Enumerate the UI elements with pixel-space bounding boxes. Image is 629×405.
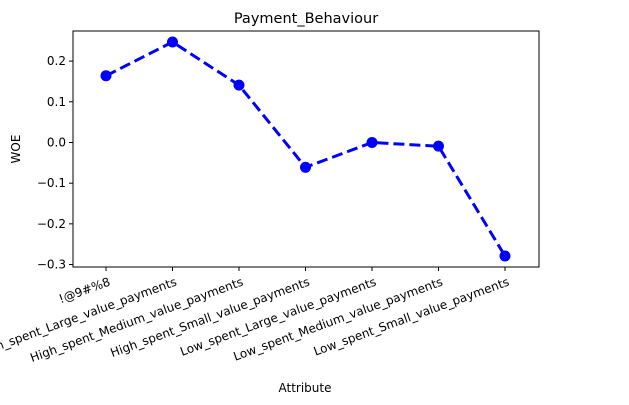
data-point [100, 70, 112, 82]
data-point [167, 36, 178, 48]
data-point [233, 79, 245, 91]
chart-title: Payment_Behaviour [234, 11, 378, 27]
plot-frame [72, 30, 540, 268]
data-point [366, 136, 378, 148]
data-point [300, 161, 311, 173]
y-axis-label: WOE [9, 135, 23, 164]
y-tick-label: −0.1 [37, 176, 66, 190]
y-tick-label: 0.0 [47, 135, 66, 149]
y-tick-label: 0.2 [47, 54, 66, 68]
y-tick-label: −0.2 [37, 217, 66, 231]
data-point [499, 250, 511, 262]
data-point [433, 140, 444, 152]
x-axis-label: Attribute [279, 381, 332, 395]
y-tick-label: 0.1 [47, 95, 66, 109]
y-tick-label: −0.3 [37, 258, 66, 272]
plot-area: 0.2 0.1 0.0 −0.1 −0.2 −0.3 !@9#%8High_spent_L… [0, 30, 540, 365]
series-line [105, 40, 507, 257]
series-layer [100, 36, 511, 262]
y-axis: 0.2 0.1 0.0 −0.1 −0.2 −0.3 [37, 54, 73, 272]
x-axis: !@9#%8High_spent_Large_value_paymentsHig… [0, 267, 511, 365]
